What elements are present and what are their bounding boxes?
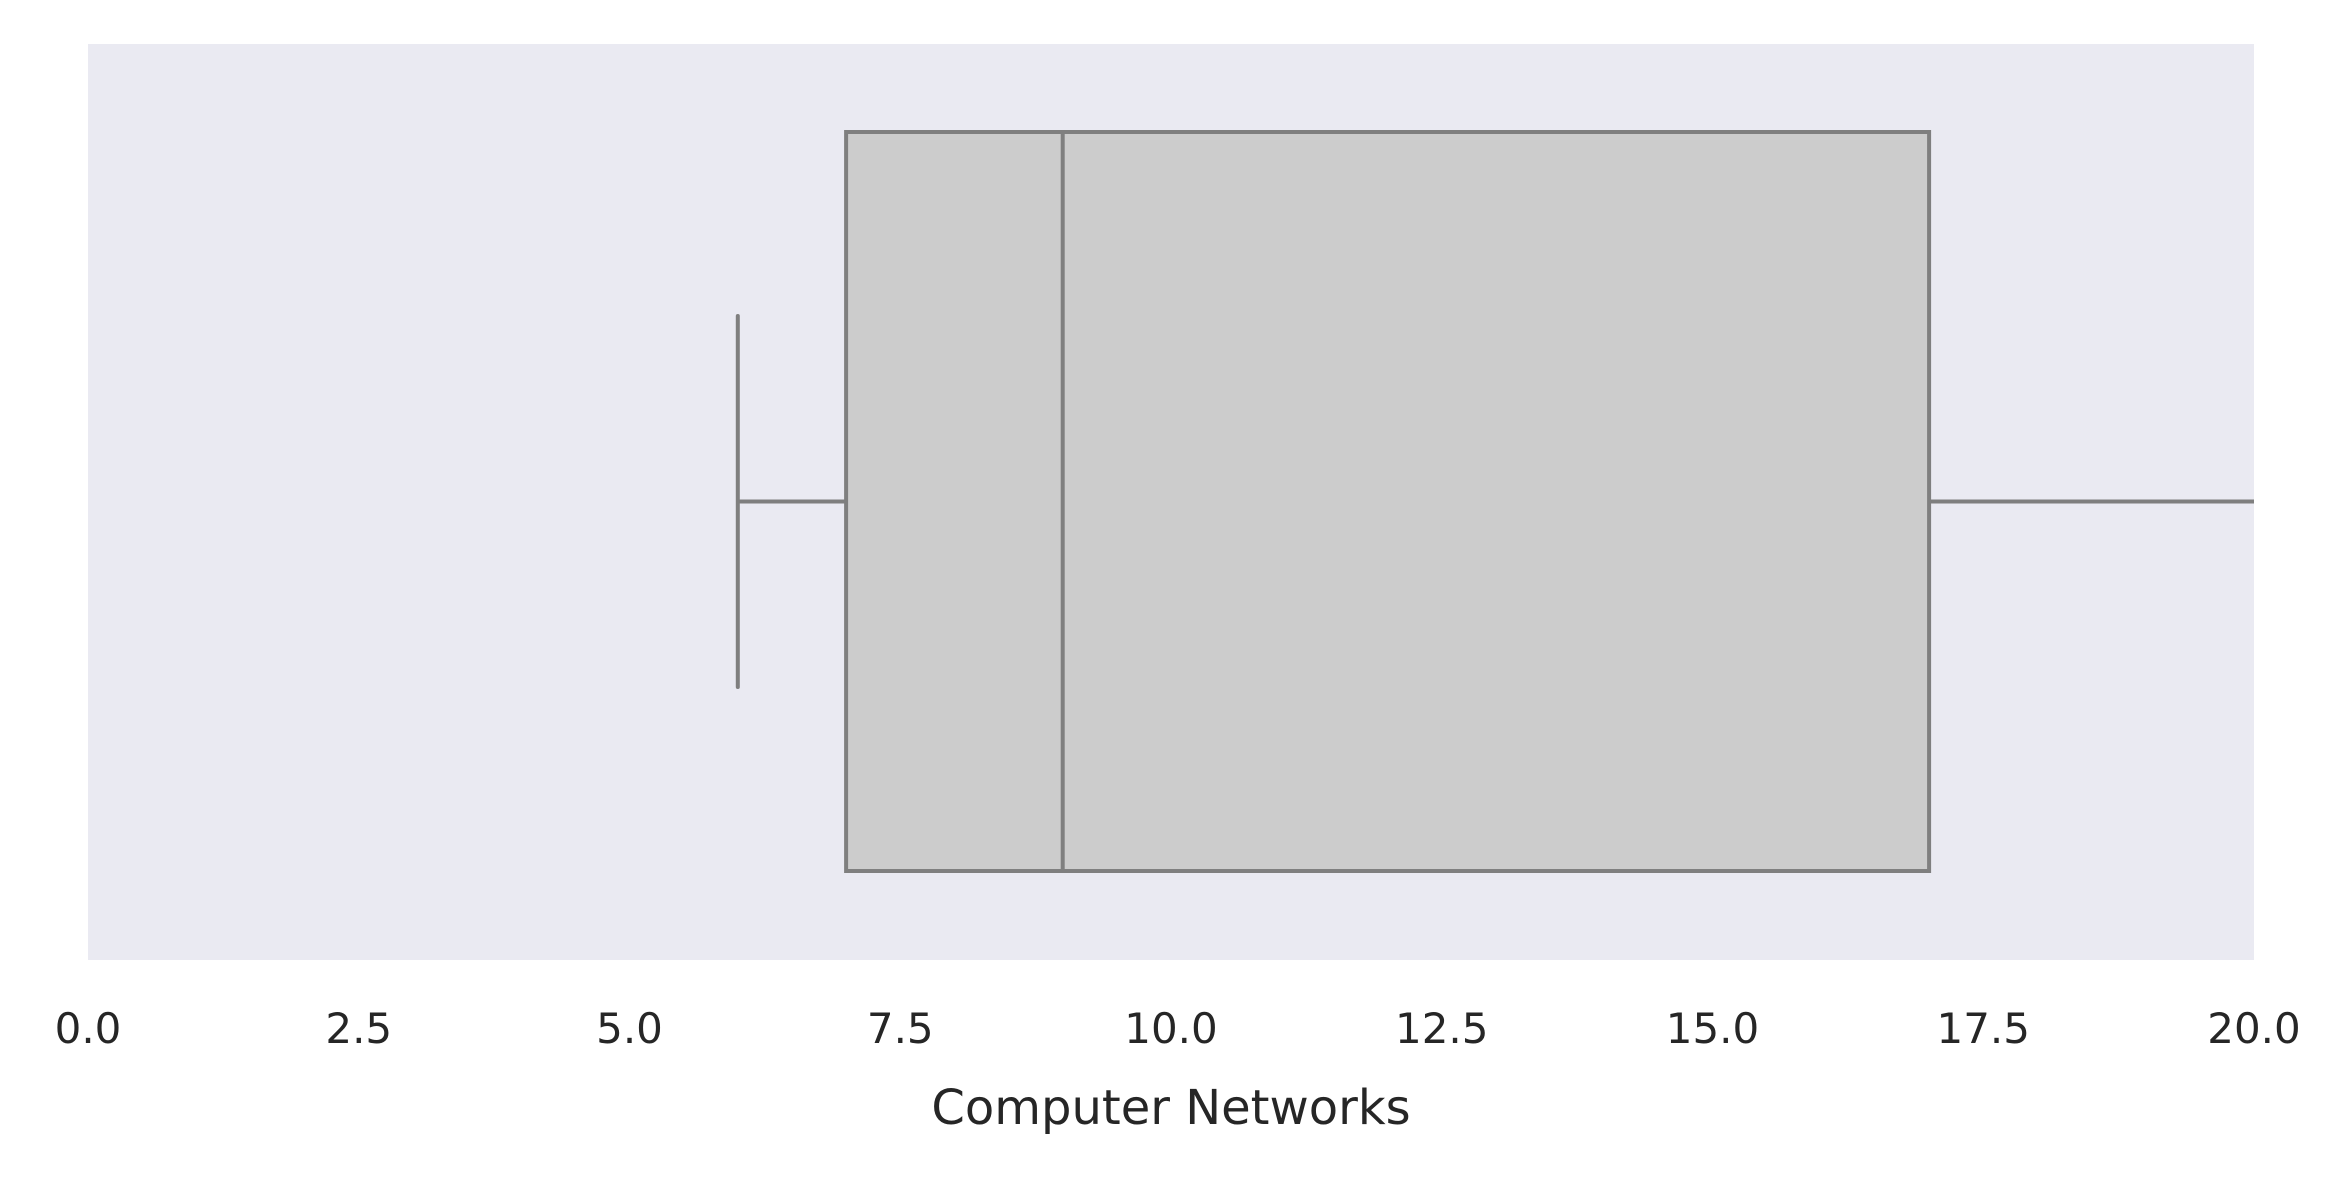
box-group — [735, 130, 2254, 873]
x-tick-label: 10.0 — [1124, 1004, 1218, 1053]
x-tick-labels: 0.0 2.5 5.0 7.5 10.0 12.5 15.0 17.5 20.0 — [55, 1004, 2301, 1053]
x-tick-label: 17.5 — [1936, 1004, 2030, 1053]
x-tick-label: 0.0 — [55, 1004, 122, 1053]
x-tick-label: 5.0 — [596, 1004, 663, 1053]
x-tick-label: 20.0 — [2207, 1004, 2301, 1053]
x-tick-label: 15.0 — [1666, 1004, 1760, 1053]
x-tick-label: 2.5 — [325, 1004, 392, 1053]
x-axis-label: Computer Networks — [931, 1080, 1410, 1136]
x-tick-label: 12.5 — [1395, 1004, 1489, 1053]
x-tick-label: 7.5 — [867, 1004, 934, 1053]
iqr-box — [844, 130, 1932, 873]
